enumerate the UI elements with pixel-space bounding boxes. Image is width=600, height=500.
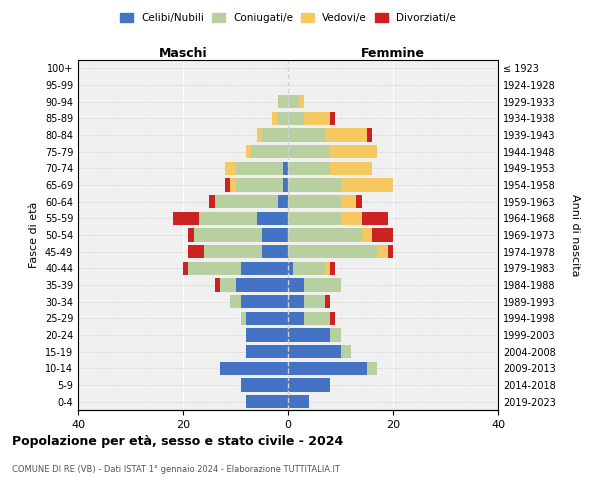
Bar [356, 195, 361, 208]
Bar [288, 228, 361, 241]
Bar [367, 128, 372, 141]
Bar [330, 112, 335, 125]
Bar [230, 178, 235, 192]
Bar [246, 395, 288, 408]
Bar [188, 245, 204, 258]
Bar [372, 228, 393, 241]
Bar [199, 212, 257, 225]
Bar [299, 95, 304, 108]
Bar [188, 262, 241, 275]
Bar [361, 228, 372, 241]
Bar [367, 362, 377, 375]
Bar [361, 212, 388, 225]
Bar [304, 295, 325, 308]
Bar [277, 95, 288, 108]
Bar [388, 245, 393, 258]
Bar [246, 328, 288, 342]
Bar [288, 195, 341, 208]
Bar [288, 295, 304, 308]
Bar [262, 245, 288, 258]
Bar [204, 245, 262, 258]
Bar [304, 112, 330, 125]
Bar [188, 228, 193, 241]
Bar [293, 262, 325, 275]
Bar [288, 278, 304, 291]
Text: Popolazione per età, sesso e stato civile - 2024: Popolazione per età, sesso e stato civil… [12, 435, 343, 448]
Bar [288, 378, 330, 392]
Bar [288, 312, 304, 325]
Bar [304, 312, 330, 325]
Bar [288, 128, 325, 141]
Bar [288, 112, 304, 125]
Bar [215, 195, 277, 208]
Y-axis label: Anni di nascita: Anni di nascita [570, 194, 580, 276]
Bar [246, 345, 288, 358]
Bar [288, 162, 330, 175]
Y-axis label: Fasce di età: Fasce di età [29, 202, 39, 268]
Bar [235, 178, 283, 192]
Bar [325, 295, 330, 308]
Bar [377, 245, 388, 258]
Bar [341, 212, 361, 225]
Bar [288, 262, 293, 275]
Bar [325, 128, 367, 141]
Bar [288, 95, 299, 108]
Bar [330, 312, 335, 325]
Bar [225, 162, 235, 175]
Text: COMUNE DI RE (VB) - Dati ISTAT 1° gennaio 2024 - Elaborazione TUTTITALIA.IT: COMUNE DI RE (VB) - Dati ISTAT 1° gennai… [12, 465, 340, 474]
Bar [262, 228, 288, 241]
Bar [241, 262, 288, 275]
Bar [262, 128, 288, 141]
Bar [288, 212, 341, 225]
Bar [277, 195, 288, 208]
Bar [341, 195, 356, 208]
Bar [325, 262, 330, 275]
Bar [225, 178, 230, 192]
Bar [173, 212, 199, 225]
Bar [330, 262, 335, 275]
Legend: Celibi/Nubili, Coniugati/e, Vedovi/e, Divorziati/e: Celibi/Nubili, Coniugati/e, Vedovi/e, Di… [116, 9, 460, 28]
Bar [241, 378, 288, 392]
Bar [220, 362, 288, 375]
Bar [288, 145, 330, 158]
Bar [246, 312, 288, 325]
Bar [241, 312, 246, 325]
Bar [251, 145, 288, 158]
Bar [183, 262, 188, 275]
Bar [288, 245, 377, 258]
Bar [283, 178, 288, 192]
Bar [220, 278, 235, 291]
Bar [288, 395, 309, 408]
Bar [235, 162, 283, 175]
Bar [330, 145, 377, 158]
Bar [288, 362, 367, 375]
Bar [288, 178, 341, 192]
Bar [288, 345, 341, 358]
Bar [235, 278, 288, 291]
Bar [341, 345, 351, 358]
Bar [209, 195, 215, 208]
Bar [341, 178, 393, 192]
Bar [257, 128, 262, 141]
Text: Femmine: Femmine [361, 47, 425, 60]
Bar [193, 228, 262, 241]
Bar [283, 162, 288, 175]
Bar [304, 278, 341, 291]
Bar [230, 295, 241, 308]
Bar [257, 212, 288, 225]
Text: Maschi: Maschi [158, 47, 208, 60]
Bar [272, 112, 277, 125]
Bar [288, 328, 330, 342]
Bar [215, 278, 220, 291]
Bar [277, 112, 288, 125]
Bar [330, 328, 341, 342]
Bar [330, 162, 372, 175]
Bar [246, 145, 251, 158]
Bar [241, 295, 288, 308]
